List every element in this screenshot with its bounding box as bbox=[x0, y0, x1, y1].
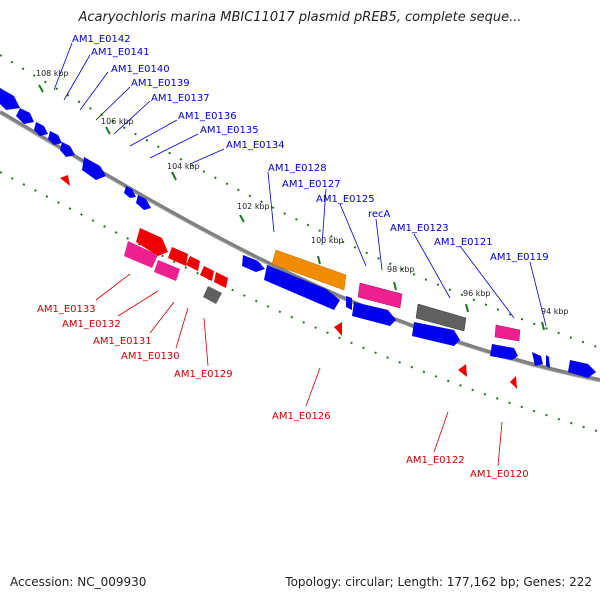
gene-arrow-reverse[interactable] bbox=[168, 247, 188, 266]
gene-label-forward[interactable]: AM1_E0137 bbox=[151, 93, 210, 104]
gene-arrow-reverse[interactable] bbox=[458, 364, 467, 377]
gene-arrow-forward[interactable] bbox=[490, 344, 518, 360]
reverse-leader-lines bbox=[95, 273, 503, 467]
kbp-label: 104 kbp bbox=[167, 162, 200, 171]
backbone-highlight bbox=[0, 113, 600, 383]
gene-label-forward[interactable]: AM1_E0134 bbox=[226, 140, 285, 151]
kbp-label: 108 kbp bbox=[36, 69, 69, 78]
inner-tick-track bbox=[0, 171, 600, 433]
gene-label-forward[interactable]: AM1_E0125 bbox=[316, 194, 375, 205]
kbp-label: 94 kbp bbox=[541, 307, 569, 316]
gene-arrow-forward[interactable] bbox=[412, 322, 460, 346]
gene-label-reverse[interactable]: AM1_E0129 bbox=[174, 369, 233, 380]
gene-arrow-reverse[interactable] bbox=[334, 322, 342, 336]
gene-arrow-forward[interactable] bbox=[546, 355, 550, 368]
gene-arrow-reverse[interactable] bbox=[203, 286, 222, 304]
gene-arrow-reverse[interactable] bbox=[136, 228, 168, 256]
kbp-label: 102 kbp bbox=[237, 202, 270, 211]
kbp-label: 96 kbp bbox=[463, 289, 491, 298]
outer-tick-track bbox=[0, 54, 600, 349]
forward-genes bbox=[0, 88, 596, 378]
gene-label-forward[interactable]: AM1_E0128 bbox=[268, 163, 327, 174]
gene-arrow-forward[interactable] bbox=[242, 255, 265, 272]
gene-arrow-forward[interactable] bbox=[264, 265, 340, 310]
reverse-genes bbox=[60, 175, 517, 389]
gene-arrow-forward[interactable] bbox=[532, 352, 543, 366]
gene-arrow-reverse[interactable] bbox=[214, 272, 228, 288]
gene-label-reverse[interactable]: AM1_E0122 bbox=[406, 455, 465, 466]
gene-label-forward[interactable]: AM1_E0139 bbox=[131, 78, 190, 89]
map-title: Acaryochloris marina MBIC11017 plasmid p… bbox=[78, 10, 522, 25]
gene-arrow-reverse[interactable] bbox=[124, 241, 158, 268]
gene-label-reverse[interactable]: AM1_E0130 bbox=[121, 351, 180, 362]
gene-arrow-reverse[interactable] bbox=[60, 175, 70, 186]
gene-label-forward[interactable]: AM1_E0140 bbox=[111, 64, 170, 75]
gene-arrow-forward[interactable] bbox=[60, 142, 75, 157]
gene-label-reverse[interactable]: AM1_E0126 bbox=[272, 411, 331, 422]
orange-feature[interactable] bbox=[271, 249, 347, 291]
grey-feature[interactable] bbox=[415, 303, 467, 332]
gene-arrow-forward[interactable] bbox=[124, 186, 136, 198]
backbone-circle bbox=[0, 110, 600, 382]
kbp-tick-marks bbox=[38, 84, 545, 331]
gene-label-reverse[interactable]: AM1_E0133 bbox=[37, 304, 96, 315]
kbp-label: 98 kbp bbox=[387, 265, 415, 274]
gene-arrow-reverse[interactable] bbox=[200, 266, 214, 281]
gene-arrow-forward[interactable] bbox=[82, 157, 106, 180]
gene-arrow-forward[interactable] bbox=[136, 195, 151, 210]
gene-arrow-forward[interactable] bbox=[346, 296, 352, 310]
kbp-label: 106 kbp bbox=[101, 117, 134, 126]
gene-arrow-forward[interactable] bbox=[568, 360, 596, 378]
gene-label-forward[interactable]: AM1_E0127 bbox=[282, 179, 341, 190]
gene-arrow-forward[interactable] bbox=[0, 88, 20, 110]
gene-label-forward[interactable]: recA bbox=[368, 209, 391, 220]
pink-feature-forward[interactable] bbox=[357, 282, 403, 309]
gene-label-forward[interactable]: AM1_E0123 bbox=[390, 223, 449, 234]
gene-label-forward[interactable]: AM1_E0136 bbox=[178, 111, 237, 122]
gene-arrow-reverse[interactable] bbox=[186, 256, 200, 271]
topology-text: Topology: circular; Length: 177,162 bp; … bbox=[285, 575, 592, 589]
gene-arrow-forward[interactable] bbox=[48, 131, 62, 145]
gene-arrow-reverse[interactable] bbox=[154, 260, 180, 281]
forward-leader-lines bbox=[53, 42, 547, 327]
pink-feature-forward[interactable] bbox=[494, 324, 521, 342]
gene-arrow-forward[interactable] bbox=[352, 302, 396, 326]
gene-label-reverse[interactable]: AM1_E0131 bbox=[93, 336, 152, 347]
gene-arrow-forward[interactable] bbox=[16, 108, 34, 124]
kbp-label: 100 kbp bbox=[311, 236, 344, 245]
gene-arrow-reverse[interactable] bbox=[510, 376, 517, 389]
gene-label-forward[interactable]: AM1_E0141 bbox=[91, 47, 150, 58]
gene-label-forward[interactable]: AM1_E0142 bbox=[72, 34, 131, 45]
gene-label-forward[interactable]: AM1_E0121 bbox=[434, 237, 493, 248]
gene-label-forward[interactable]: AM1_E0119 bbox=[490, 252, 549, 263]
gene-arrow-forward[interactable] bbox=[34, 122, 48, 136]
accession-text: Accession: NC_009930 bbox=[10, 575, 147, 589]
gene-label-reverse[interactable]: AM1_E0120 bbox=[470, 469, 529, 480]
gene-label-reverse[interactable]: AM1_E0132 bbox=[62, 319, 121, 330]
gene-label-forward[interactable]: AM1_E0135 bbox=[200, 125, 259, 136]
